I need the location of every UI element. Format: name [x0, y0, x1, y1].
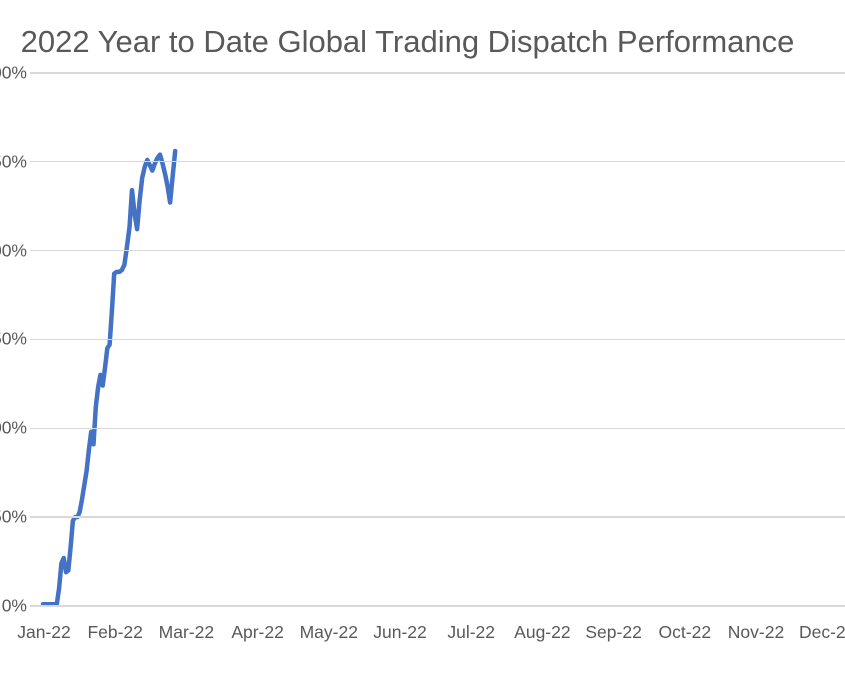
- gridline: [30, 72, 845, 74]
- x-axis-tick-label: Jul-22: [447, 622, 496, 642]
- x-axis-tick-label: Oct-22: [658, 622, 712, 642]
- x-axis-tick-label: May-22: [299, 622, 358, 642]
- y-axis-tick-label: 300%: [0, 62, 27, 83]
- x-axis-tick-label: Jun-22: [373, 622, 427, 642]
- x-axis-tick-label: Aug-22: [514, 622, 571, 642]
- gridline: [30, 160, 845, 163]
- x-axis-tick-label: Mar-22: [158, 622, 215, 642]
- gridline: [30, 338, 845, 341]
- y-axis-tick-label: 250%: [0, 151, 27, 172]
- x-axis-tick-label: Dec-22: [798, 622, 845, 642]
- gridline: [30, 249, 845, 252]
- x-axis-tick-label: Nov-22: [727, 622, 785, 642]
- gridline: [30, 427, 845, 430]
- y-axis-tick-label: 100%: [0, 417, 27, 438]
- performance-line: [40, 148, 178, 607]
- gridline: [30, 605, 845, 607]
- x-axis-tick-label: Feb-22: [87, 622, 143, 642]
- x-axis-tick-label: Jan-22: [17, 622, 71, 642]
- chart-title: 2022 Year to Date Global Trading Dispatc…: [20, 24, 795, 59]
- y-axis-tick-label: 0%: [1, 595, 27, 616]
- y-axis-tick-label: 200%: [0, 240, 27, 261]
- x-axis-tick-label: Sep-22: [585, 622, 642, 642]
- y-axis-tick-label: 50%: [0, 506, 27, 527]
- gridline: [30, 516, 845, 518]
- y-axis-tick-label: 150%: [0, 328, 27, 349]
- x-axis-tick-label: Apr-22: [231, 622, 284, 642]
